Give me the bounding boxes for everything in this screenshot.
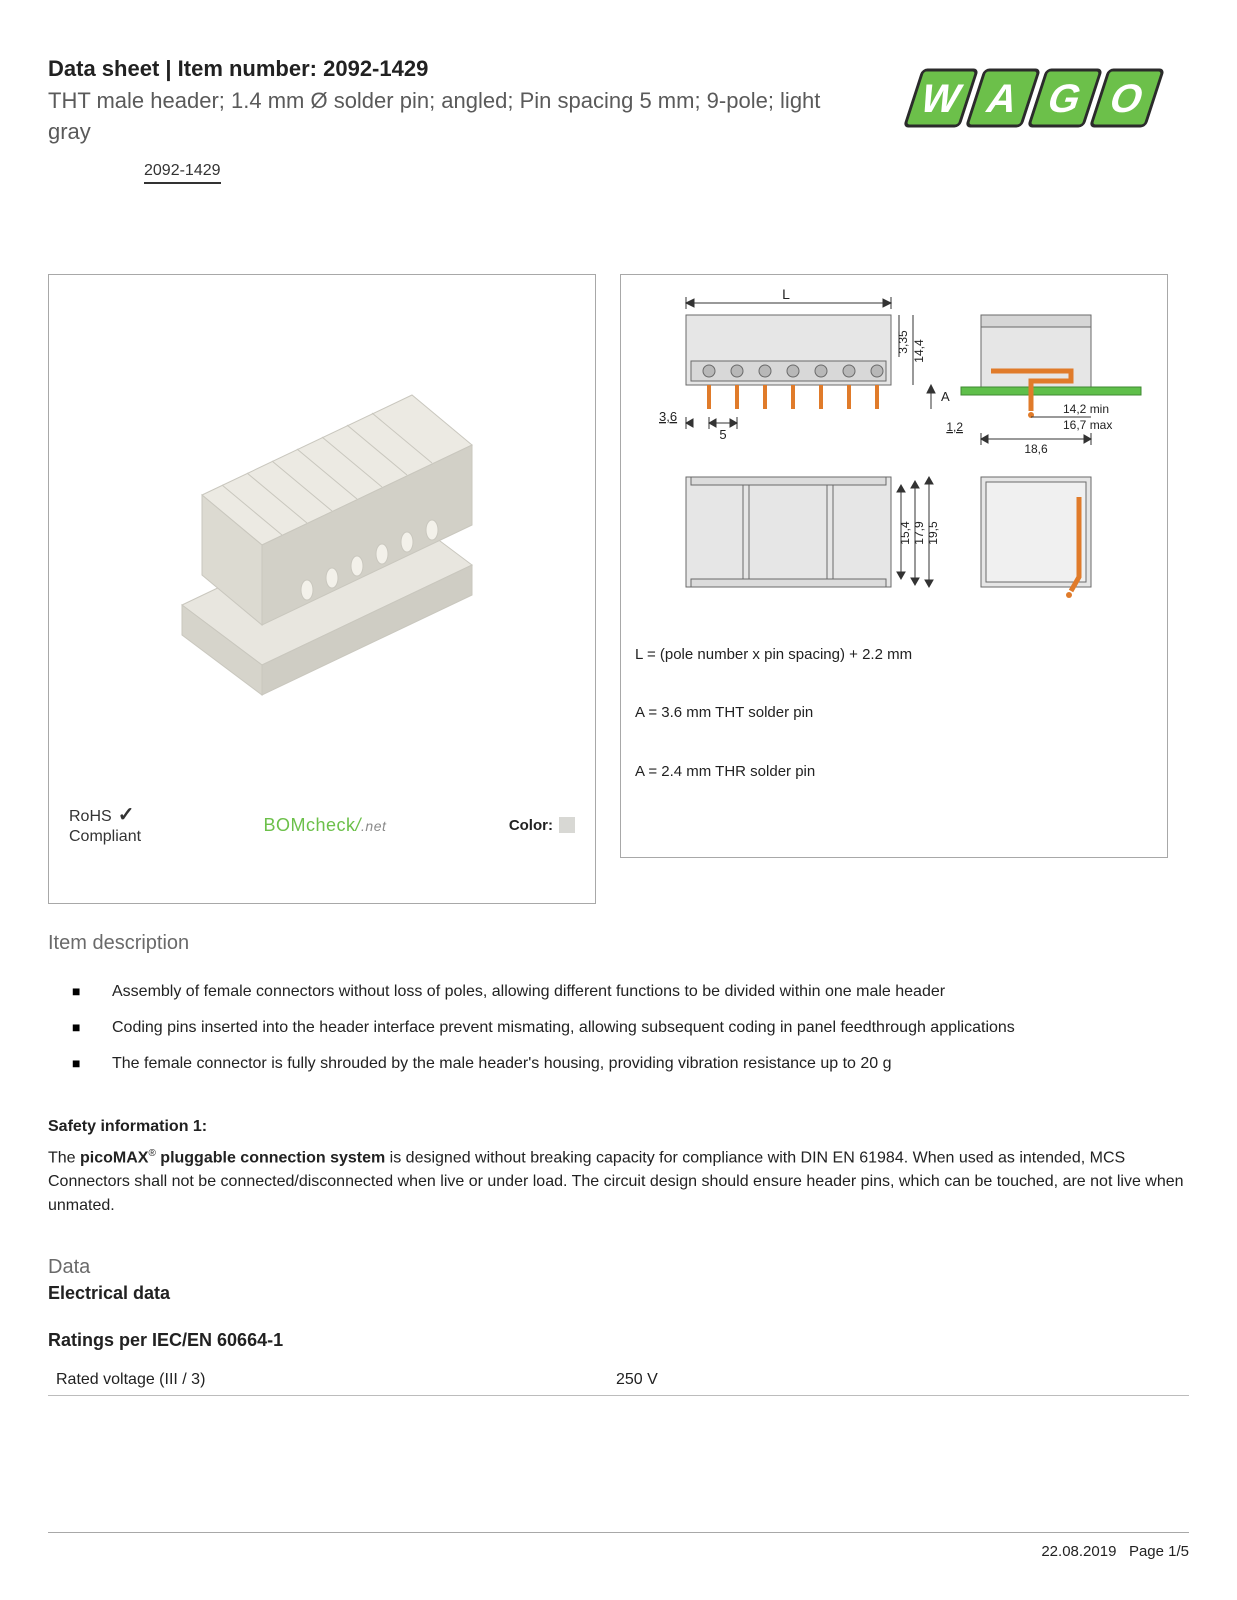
item-description-heading: Item description [48,932,1189,955]
bomcheck-main: BOMcheck [263,815,355,835]
product-render [49,275,595,775]
dim-15-4: 15,4 [898,521,912,545]
header: Data sheet | Item number: 2092-1429 THT … [48,56,1189,184]
footer-date: 22.08.2019 [1041,1543,1116,1560]
subtitle: THT male header; 1.4 mm Ø solder pin; an… [48,86,848,148]
dim-19-5: 19,5 [926,521,940,545]
safety-heading: Safety information 1: [48,1118,1189,1136]
registered-icon: ® [148,1148,155,1159]
bullet-3: The female connector is fully shrouded b… [72,1053,1189,1075]
panel-row: RoHS ✓ Compliant BOMcheck/.net Color: [48,274,1189,904]
page-title: Data sheet | Item number: 2092-1429 [48,56,889,82]
technical-drawing-panel: L [620,274,1168,858]
diagram-notes: L = (pole number x pin spacing) + 2.2 mm… [621,644,1167,804]
electrical-data-heading: Electrical data [48,1283,1189,1304]
note-A-tht: A = 3.6 mm THT solder pin [635,702,1153,725]
dim-min: 14,2 min [1063,402,1109,416]
wago-logo: W A G O [889,64,1189,137]
check-icon: ✓ [118,804,135,826]
dim-A: A [941,389,950,404]
note-L: L = (pole number x pin spacing) + 2.2 mm [635,644,1153,667]
description-list: Assembly of female connectors without lo… [48,981,1189,1076]
bomcheck-logo: BOMcheck/.net [263,815,386,836]
spec-row: Rated voltage (III / 3) 250 V [48,1365,1189,1396]
dim-L: L [782,287,790,302]
product-image-panel: RoHS ✓ Compliant BOMcheck/.net Color: [48,274,596,904]
rohs-compliant-label: RoHS ✓ Compliant [69,803,141,846]
ratings-heading: Ratings per IEC/EN 60664-1 [48,1330,1189,1351]
safety-brand: picoMAX [80,1149,148,1166]
color-indicator: Color: [509,817,575,834]
dim-17-9: 17,9 [912,521,926,545]
diagram-area: L [621,275,1167,644]
bullet-2: Coding pins inserted into the header int… [72,1017,1189,1039]
dim-3-35: 3,35 [896,330,910,354]
bomcheck-suffix: .net [361,818,386,834]
color-label-text: Color: [509,817,553,834]
spec-value: 250 V [616,1371,1181,1389]
item-number-badge: 2092-1429 [144,162,221,184]
header-text-block: Data sheet | Item number: 2092-1429 THT … [48,56,889,184]
note-A-thr: A = 2.4 mm THR solder pin [635,761,1153,784]
safety-prefix: The [48,1149,80,1166]
compliance-row: RoHS ✓ Compliant BOMcheck/.net Color: [69,803,575,846]
bullet-1: Assembly of female connectors without lo… [72,981,1189,1003]
rohs-text-2: Compliant [69,828,141,845]
spec-key: Rated voltage (III / 3) [56,1371,616,1389]
dim-3-6: 3,6 [659,409,677,424]
title-item-number: 2092-1429 [323,56,428,81]
color-swatch [559,817,575,833]
safety-body: The picoMAX® pluggable connection system… [48,1146,1189,1218]
dim-max: 16,7 max [1063,418,1112,432]
title-prefix: Data sheet | Item number: [48,56,323,81]
footer-page: Page 1/5 [1129,1543,1189,1560]
dim-1-2: 1,2 [946,420,963,434]
safety-brand-suffix: pluggable connection system [156,1149,385,1166]
dim-pitch-5: 5 [719,427,726,442]
data-heading: Data [48,1256,1189,1279]
dim-14-4: 14,4 [912,339,926,363]
dim-18-6: 18,6 [1024,442,1048,456]
page-footer: 22.08.2019 Page 1/5 [48,1532,1189,1560]
rohs-text-1: RoHS [69,808,112,825]
